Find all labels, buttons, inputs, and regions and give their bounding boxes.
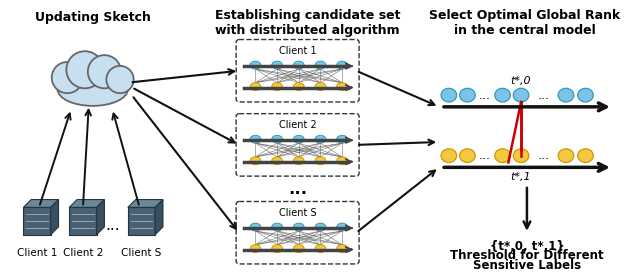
Text: ...: ... bbox=[479, 89, 491, 102]
Ellipse shape bbox=[293, 135, 304, 143]
Ellipse shape bbox=[337, 61, 348, 69]
Text: Updating Sketch: Updating Sketch bbox=[35, 11, 150, 24]
Polygon shape bbox=[155, 200, 163, 235]
Polygon shape bbox=[69, 200, 104, 207]
Polygon shape bbox=[69, 207, 97, 235]
Ellipse shape bbox=[272, 61, 282, 69]
Ellipse shape bbox=[315, 245, 326, 253]
Text: Establishing candidate set
with distributed algorithm: Establishing candidate set with distribu… bbox=[214, 9, 400, 37]
Ellipse shape bbox=[495, 149, 510, 163]
Text: Threshold for Different: Threshold for Different bbox=[450, 249, 604, 262]
FancyBboxPatch shape bbox=[236, 39, 359, 102]
Ellipse shape bbox=[315, 83, 326, 91]
Text: t*,0: t*,0 bbox=[511, 76, 531, 86]
Polygon shape bbox=[24, 207, 51, 235]
Text: Client S: Client S bbox=[279, 208, 316, 218]
Text: ...: ... bbox=[105, 218, 120, 233]
Polygon shape bbox=[97, 200, 104, 235]
Ellipse shape bbox=[250, 223, 261, 231]
Ellipse shape bbox=[293, 61, 304, 69]
Text: ...: ... bbox=[538, 149, 550, 162]
Polygon shape bbox=[128, 207, 155, 235]
Ellipse shape bbox=[495, 88, 510, 102]
Text: ...: ... bbox=[538, 89, 550, 102]
Ellipse shape bbox=[272, 223, 282, 231]
Ellipse shape bbox=[272, 135, 282, 143]
Text: {t*,0, t*,1}: {t*,0, t*,1} bbox=[490, 240, 564, 253]
Ellipse shape bbox=[293, 83, 304, 91]
Ellipse shape bbox=[558, 149, 574, 163]
Text: t*,1: t*,1 bbox=[511, 172, 531, 182]
Text: Client S: Client S bbox=[122, 248, 162, 258]
Ellipse shape bbox=[272, 83, 282, 91]
Ellipse shape bbox=[58, 73, 128, 106]
Ellipse shape bbox=[337, 83, 348, 91]
Circle shape bbox=[52, 62, 83, 93]
Ellipse shape bbox=[558, 88, 574, 102]
Ellipse shape bbox=[272, 157, 282, 165]
FancyBboxPatch shape bbox=[236, 114, 359, 176]
Ellipse shape bbox=[250, 83, 261, 91]
Text: Client 1: Client 1 bbox=[17, 248, 57, 258]
Ellipse shape bbox=[441, 149, 457, 163]
Ellipse shape bbox=[337, 245, 348, 253]
Circle shape bbox=[106, 66, 134, 93]
Ellipse shape bbox=[250, 157, 261, 165]
Ellipse shape bbox=[315, 157, 326, 165]
Text: Client 2: Client 2 bbox=[279, 120, 317, 130]
Text: ...: ... bbox=[288, 180, 307, 198]
Ellipse shape bbox=[293, 223, 304, 231]
Ellipse shape bbox=[272, 245, 282, 253]
Polygon shape bbox=[128, 200, 163, 207]
Text: Client 2: Client 2 bbox=[63, 248, 103, 258]
Text: Sensitive Labels: Sensitive Labels bbox=[473, 259, 581, 272]
Polygon shape bbox=[51, 200, 58, 235]
Ellipse shape bbox=[250, 245, 261, 253]
Ellipse shape bbox=[250, 61, 261, 69]
Ellipse shape bbox=[315, 61, 326, 69]
Ellipse shape bbox=[337, 157, 348, 165]
Ellipse shape bbox=[441, 88, 457, 102]
Circle shape bbox=[88, 55, 121, 88]
Ellipse shape bbox=[513, 88, 529, 102]
Ellipse shape bbox=[315, 135, 326, 143]
Ellipse shape bbox=[578, 149, 593, 163]
Ellipse shape bbox=[513, 149, 529, 163]
Ellipse shape bbox=[578, 88, 593, 102]
Text: ...: ... bbox=[479, 149, 491, 162]
FancyBboxPatch shape bbox=[236, 201, 359, 264]
Circle shape bbox=[67, 51, 104, 88]
Ellipse shape bbox=[250, 135, 261, 143]
Ellipse shape bbox=[337, 223, 348, 231]
Ellipse shape bbox=[315, 223, 326, 231]
Polygon shape bbox=[24, 200, 58, 207]
Ellipse shape bbox=[460, 149, 476, 163]
Text: Select Optimal Global Rank
in the central model: Select Optimal Global Rank in the centra… bbox=[429, 9, 621, 37]
Ellipse shape bbox=[460, 88, 476, 102]
Ellipse shape bbox=[293, 245, 304, 253]
Ellipse shape bbox=[337, 135, 348, 143]
Ellipse shape bbox=[293, 157, 304, 165]
Text: Client 1: Client 1 bbox=[279, 46, 316, 56]
